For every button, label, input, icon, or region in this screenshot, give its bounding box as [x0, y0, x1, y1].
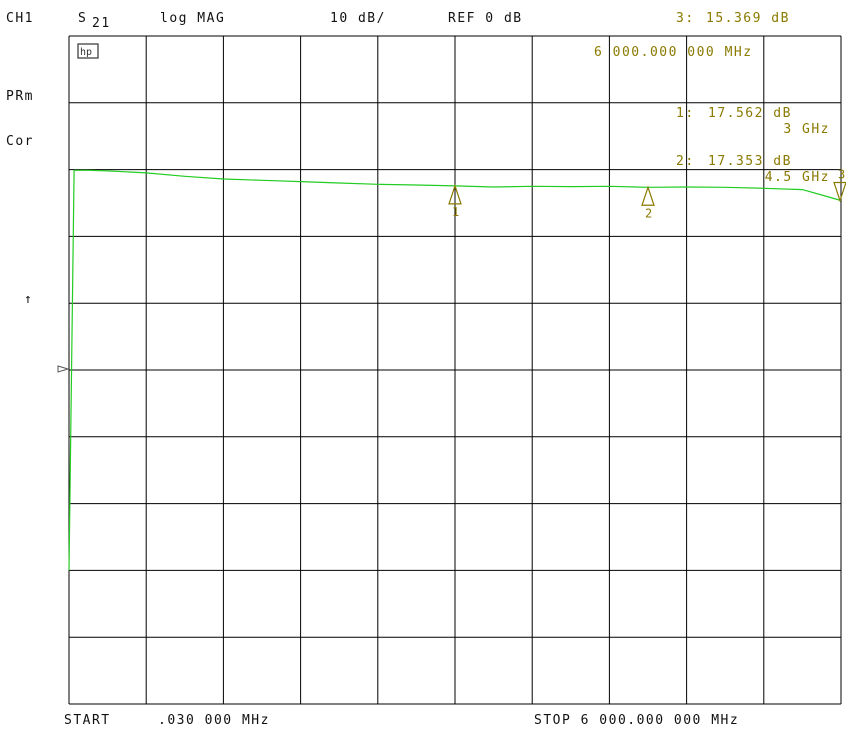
hp-logo-text: hp: [80, 47, 92, 58]
marker-1-value: 17.562 dB: [708, 106, 792, 121]
stop-label: STOP 6 000.000 000 MHz: [534, 713, 739, 728]
reference-position-icon: [57, 365, 70, 373]
start-value: .030 000 MHz: [158, 713, 270, 728]
marker-1-frequency: 3 GHz: [783, 122, 830, 137]
correction-annotation: Cor: [6, 134, 34, 149]
prm-annotation: PRm: [6, 89, 34, 104]
graticule: [68, 35, 842, 705]
hp-logo-icon: hp: [77, 43, 99, 59]
scale-label: 10 dB/: [330, 11, 386, 26]
channel-label: CH1: [6, 11, 34, 26]
parameter-subscript: 21: [92, 16, 111, 31]
marker-2-number: 2: [645, 206, 652, 220]
active-marker-frequency: 6 000.000 000 MHz: [594, 45, 753, 60]
up-arrow-icon: ↑: [24, 292, 33, 307]
marker-3-triangle: [833, 181, 846, 203]
active-marker-index: 3:: [676, 11, 695, 26]
reference-label: REF 0 dB: [448, 11, 523, 26]
marker-1-index: 1:: [676, 106, 695, 121]
format-label: log MAG: [160, 11, 225, 26]
marker-2-value: 17.353 dB: [708, 154, 792, 169]
marker-2-index: 2:: [676, 154, 695, 169]
parameter-label: S: [78, 11, 87, 26]
start-label: START: [64, 713, 111, 728]
marker-3-number: 3: [838, 168, 845, 182]
trace-line: [68, 169, 842, 571]
marker-2-frequency: 4.5 GHz: [765, 170, 830, 185]
marker-1-number: 1: [452, 205, 459, 219]
marker-layer: 1 2 3: [448, 168, 846, 220]
marker-1-triangle: [448, 183, 462, 205]
marker-2-triangle: [641, 185, 655, 206]
active-marker-value: 15.369 dB: [706, 11, 790, 26]
trace-layer: [68, 169, 842, 571]
